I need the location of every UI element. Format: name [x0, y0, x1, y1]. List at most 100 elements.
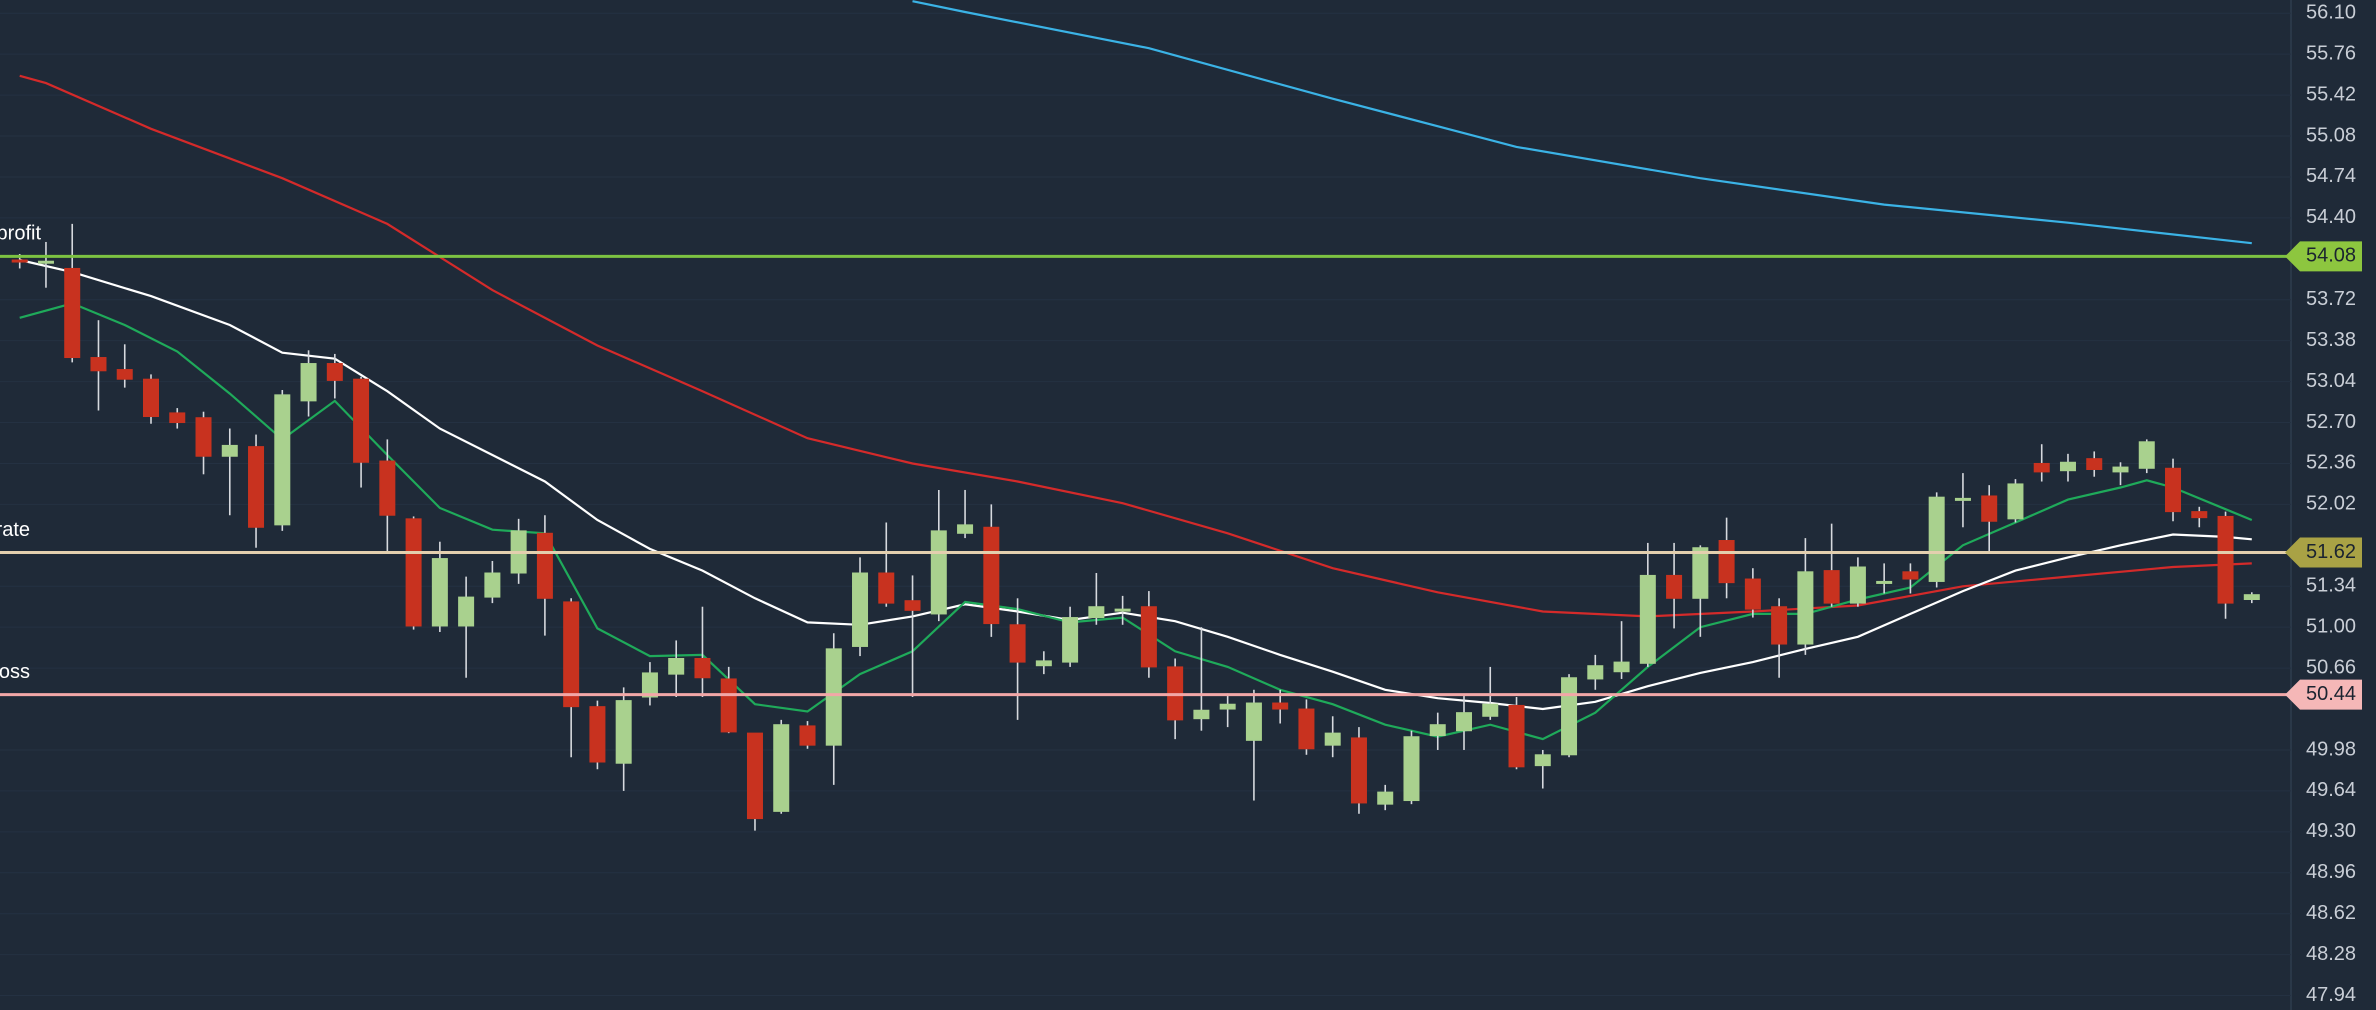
plot-area: profit rate loss — [0, 0, 2291, 831]
candle-body — [1140, 606, 1157, 668]
candle-body — [1456, 712, 1472, 732]
candle-body — [1298, 708, 1315, 750]
level-label: rate — [0, 519, 30, 541]
candle-body — [1981, 495, 1998, 522]
y-tick-label: 51.00 — [2306, 615, 2356, 637]
candle-body — [852, 572, 869, 647]
candle-body — [2243, 594, 2260, 600]
y-tick-label: 50.66 — [2306, 656, 2356, 678]
candle-body — [957, 524, 974, 534]
candle-body — [878, 572, 895, 604]
candle-body — [1482, 703, 1499, 717]
moving-average — [19, 258, 2252, 711]
candle-body — [1534, 754, 1551, 767]
candle-body — [536, 532, 553, 599]
y-axis: 56.10 55.76 55.42 55.08 54.74 54.40 53.72 53.38… — [2285, 2, 2362, 1006]
price-tag-label: 54.08 — [2306, 245, 2356, 267]
price-tag — [2285, 679, 2362, 710]
candle-body — [1377, 791, 1394, 805]
candle-body — [274, 394, 291, 526]
candle-body — [1114, 608, 1131, 612]
candle-body — [2059, 461, 2076, 472]
y-tick-label: 54.40 — [2306, 206, 2356, 228]
candle-body — [589, 706, 606, 763]
candle-body — [405, 518, 422, 627]
candle-body — [1797, 571, 1814, 645]
candle-body — [1666, 574, 1683, 599]
candle-body — [1009, 624, 1026, 663]
candle-body — [1245, 702, 1262, 741]
candle-body — [1561, 677, 1578, 756]
candle-body — [2138, 441, 2155, 469]
candle-body — [1193, 709, 1210, 720]
candle-body — [1272, 702, 1289, 710]
y-tick-label: 47.94 — [2306, 984, 2356, 1006]
candle-body — [1876, 580, 1893, 584]
candle-body — [326, 363, 343, 381]
candle-body — [1350, 737, 1367, 804]
candle-body — [1902, 571, 1919, 580]
y-tick-label: 48.96 — [2306, 861, 2356, 883]
candle-body — [1613, 661, 1630, 673]
candle-body — [1954, 497, 1971, 501]
candle-body — [1429, 724, 1446, 737]
y-tick-label: 55.76 — [2306, 42, 2356, 64]
candle-body — [1587, 665, 1604, 680]
moving-average — [19, 302, 2253, 741]
candle-body — [799, 725, 816, 746]
candle-body — [169, 412, 186, 424]
y-tick-label: 55.08 — [2306, 124, 2356, 146]
candle-body — [484, 572, 501, 598]
candle-body — [694, 657, 711, 679]
candle-body — [615, 700, 632, 764]
candle-body — [746, 732, 763, 820]
candle-body — [431, 558, 448, 627]
candle-body — [1692, 547, 1709, 599]
candle-body — [641, 672, 658, 698]
moving-average — [19, 74, 2252, 618]
candle-body — [90, 357, 107, 372]
candle-body — [300, 363, 317, 402]
price-tag — [2285, 537, 2362, 568]
y-tick-label: 55.42 — [2306, 83, 2356, 105]
level-label: loss — [0, 661, 30, 683]
candle-body — [353, 378, 370, 463]
candle-body — [248, 446, 265, 528]
candle-body — [379, 460, 396, 516]
y-tick-label: 49.30 — [2306, 820, 2356, 842]
y-tick-label: 49.64 — [2306, 779, 2356, 801]
candle-body — [2112, 466, 2129, 473]
candle-body — [2007, 483, 2024, 520]
moving-average — [912, 0, 2252, 245]
candle-body — [1639, 574, 1656, 664]
price-tag-label: 51.62 — [2306, 541, 2356, 563]
candle-body — [563, 601, 580, 708]
candle-body — [2217, 515, 2234, 604]
candle-body — [1744, 578, 1761, 610]
y-tick-label: 49.98 — [2306, 738, 2356, 760]
candle-body — [458, 596, 475, 627]
candle-body — [64, 267, 81, 359]
y-tick-label: 53.04 — [2306, 370, 2356, 392]
candle-body — [2033, 462, 2050, 473]
candle-body — [1219, 703, 1236, 710]
price-tag — [2285, 241, 2362, 272]
candle-body — [37, 260, 54, 264]
candle-body — [825, 648, 842, 746]
candle-body — [773, 724, 790, 812]
y-tick-label: 48.28 — [2306, 943, 2356, 965]
y-tick-label: 51.34 — [2306, 575, 2356, 597]
candle-body — [1062, 617, 1079, 663]
candle-body — [221, 444, 238, 457]
candle-body — [11, 259, 28, 263]
candle-body — [1035, 660, 1052, 667]
candle-body — [2191, 511, 2208, 519]
y-tick-label: 54.74 — [2306, 165, 2356, 187]
level-label: profit — [0, 223, 41, 245]
candle-body — [720, 678, 737, 733]
y-tick-label: 48.62 — [2306, 902, 2356, 924]
candle-body — [930, 530, 947, 615]
y-tick-label: 56.10 — [2306, 2, 2356, 24]
candle-body — [904, 600, 921, 611]
